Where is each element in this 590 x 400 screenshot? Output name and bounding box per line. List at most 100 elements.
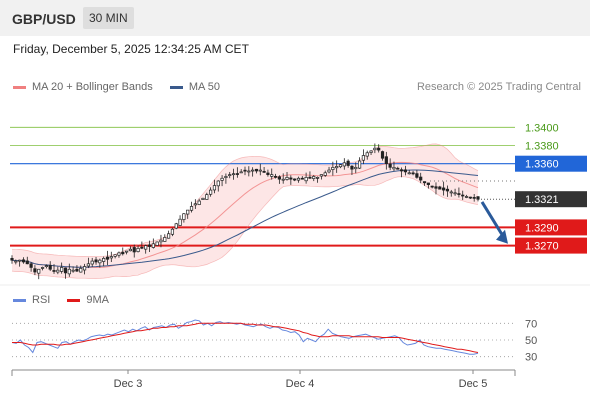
candle-body [37,268,41,274]
last-price-box [515,191,587,208]
candle-body [476,196,480,200]
candle [29,262,33,272]
candle [384,151,388,170]
candle-body [18,259,22,262]
candle-body [14,260,18,263]
candle-body [254,168,259,172]
candle [21,257,26,264]
candle-body [396,167,400,170]
candle-body [144,245,148,250]
candle [174,222,178,230]
candle-body [449,191,453,194]
candle [147,240,152,253]
candle-body [400,169,404,172]
candle [163,234,167,242]
candle-body [384,156,388,165]
candle-body [445,188,450,192]
time-tick-label-0: Dec 3 [114,378,143,390]
candle-body [224,176,228,178]
candle [430,185,434,189]
candle [37,268,41,280]
candle [201,197,205,201]
candle [86,257,90,269]
candle-body [33,268,37,273]
candle-body [426,182,430,185]
candle-body [128,248,133,252]
candle-body [56,269,60,273]
time-tick-label-1: Dec 4 [286,378,315,390]
candle [254,168,259,174]
legend-swatch-ma50 [169,85,183,89]
candle-body [117,252,121,256]
candle-body [67,268,71,275]
candle-body [216,180,220,187]
candle [461,190,465,201]
candle-body [327,169,331,173]
legend-swatch-rsi [13,298,26,302]
candle-body [315,177,320,179]
candle-body [109,256,113,259]
candle [266,169,270,177]
timeframe-badge[interactable]: 30 MIN [83,7,134,29]
candle-body [308,176,312,179]
candle [220,175,224,187]
candle-body [94,259,98,263]
candle [228,171,232,179]
candle-body [361,155,366,161]
candle [442,181,446,196]
candle [361,149,366,165]
candle-body [136,247,140,253]
candle [235,167,239,178]
candle-body [380,151,385,159]
candle-body [281,178,285,181]
legend-label-bollinger: MA 20 + Bollinger Bands [32,81,153,93]
candle [33,265,37,276]
candle [273,173,278,179]
legend-item-rsi: RSI [13,294,50,306]
candle [411,170,415,176]
candle [159,234,163,248]
legend-label-9ma: 9MA [86,294,110,306]
candle [476,196,480,202]
legend-swatch-bollinger [13,85,26,89]
candle [151,238,155,249]
legend-swatch-9ma [67,298,81,302]
candle [90,257,94,267]
candle [136,245,140,253]
candle-body [438,186,442,190]
candle-body [323,172,327,176]
candle [98,258,102,268]
candle [422,181,427,186]
candle-body [373,147,377,151]
candle-body [140,246,144,249]
candle [205,192,209,200]
candle-body [121,251,125,255]
candle [262,167,266,173]
candle-body [155,241,159,246]
candle [63,267,68,279]
candle-body [304,177,308,182]
rsi-tick-label-1: 50 [525,335,537,347]
candle [277,175,281,184]
candle [132,244,136,258]
candle [182,213,186,223]
candle-body [75,268,79,272]
candle [117,251,121,258]
price-legend: MA 20 + Bollinger Bands MA 50 [13,81,234,93]
candle-body [350,165,354,170]
candle-body [411,172,415,175]
candle [128,246,133,252]
candle-body [258,169,262,172]
candle [350,165,354,176]
forecast-arrow-shaft [480,201,506,239]
candle-body [419,176,423,181]
last-price-label: 1.3321 [525,194,559,206]
candle [144,244,148,254]
candle-body [71,269,75,272]
candle [216,180,220,192]
candle [346,159,350,168]
candle [300,176,304,180]
candle-body [251,169,255,172]
timestamp: Friday, December 5, 2025 12:34:25 AM CET [13,42,249,56]
